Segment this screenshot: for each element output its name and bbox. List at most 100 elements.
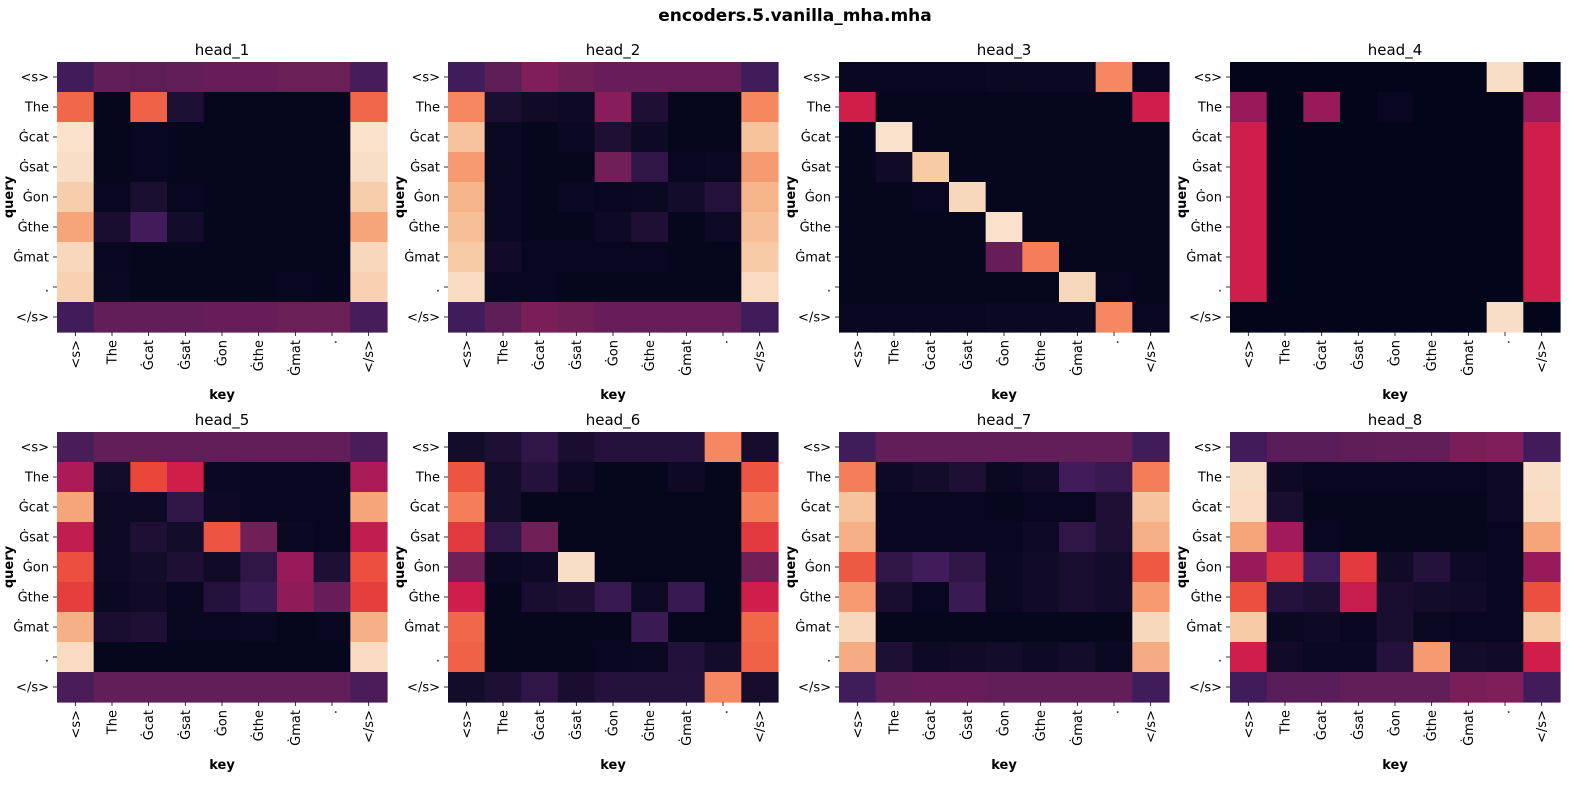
heatmap-cell bbox=[1486, 612, 1524, 643]
heatmap-cell bbox=[313, 62, 351, 93]
heatmap-cell bbox=[1230, 92, 1268, 123]
heatmap-cell bbox=[668, 242, 706, 273]
heatmap-cell bbox=[668, 302, 706, 333]
heatmap-cell bbox=[949, 212, 987, 243]
heatmap-cell bbox=[313, 152, 351, 183]
heatmap-cell bbox=[704, 92, 742, 123]
heatmap-cell bbox=[949, 492, 987, 523]
heatmap-cell bbox=[240, 552, 278, 583]
heatmap-cell bbox=[949, 302, 987, 333]
x-tick-label: Ġsat bbox=[568, 340, 585, 370]
heatmap-cell bbox=[1266, 92, 1304, 123]
heatmap-cell bbox=[741, 582, 779, 613]
heatmap-cell bbox=[93, 522, 131, 553]
heatmap-cell bbox=[1413, 242, 1451, 273]
heatmap-cell bbox=[1376, 672, 1414, 703]
heatmap-cell bbox=[93, 612, 131, 643]
heatmap-cell bbox=[1523, 552, 1561, 583]
heatmap-cell bbox=[1095, 212, 1133, 243]
x-tick-label: Ġcat bbox=[531, 340, 548, 370]
heatmap-cell bbox=[448, 242, 486, 273]
heatmap-cell bbox=[1059, 152, 1097, 183]
heatmap-cell bbox=[1303, 242, 1341, 273]
heatmap-cell bbox=[1266, 212, 1304, 243]
heatmap-cell bbox=[130, 302, 168, 333]
panel-title: head_1 bbox=[195, 41, 250, 60]
heatmap-cell bbox=[1266, 582, 1304, 613]
heatmap-cell bbox=[1523, 612, 1561, 643]
y-tick-label: <s> bbox=[802, 71, 831, 86]
heatmap-cell bbox=[93, 92, 131, 123]
heatmap-cell bbox=[558, 642, 596, 673]
heatmap-cell bbox=[1486, 302, 1524, 333]
heatmap-cell bbox=[1486, 182, 1524, 213]
heatmap-cell bbox=[985, 642, 1023, 673]
heatmap-cell bbox=[1095, 642, 1133, 673]
heatmap-cell bbox=[741, 522, 779, 553]
heatmap-cell bbox=[521, 122, 559, 153]
heatmap-cell bbox=[1303, 302, 1341, 333]
heatmap-cell bbox=[1059, 242, 1097, 273]
heatmap-cell bbox=[668, 432, 706, 463]
heatmap-cell bbox=[313, 552, 351, 583]
heatmap-cell bbox=[240, 582, 278, 613]
heatmap-cell bbox=[1303, 522, 1341, 553]
heatmap-cell bbox=[448, 552, 486, 583]
heatmap-cell bbox=[875, 552, 913, 583]
heatmap-cell bbox=[594, 152, 632, 183]
heatmap-cell bbox=[704, 552, 742, 583]
heatmap-cell bbox=[558, 522, 596, 553]
x-tick-label: Ġon bbox=[996, 710, 1013, 736]
heatmap-cell bbox=[277, 582, 315, 613]
y-tick-label: Ġsat bbox=[801, 529, 831, 546]
x-tick-label: Ġthe bbox=[250, 340, 267, 371]
heatmap-cell bbox=[558, 302, 596, 333]
y-tick-label: Ġcat bbox=[410, 129, 440, 146]
heatmap-cell bbox=[741, 612, 779, 643]
heatmap-cell bbox=[167, 152, 205, 183]
heatmap-cell bbox=[1132, 92, 1170, 123]
heatmap-cell bbox=[448, 432, 486, 463]
y-tick-label: The bbox=[24, 471, 49, 486]
heatmap-cell bbox=[668, 492, 706, 523]
heatmap-cell bbox=[1450, 672, 1488, 703]
x-tick-label: </s> bbox=[362, 340, 377, 373]
x-tick-label: Ġcat bbox=[1313, 710, 1330, 740]
heatmap-cell bbox=[912, 212, 950, 243]
y-tick-label: Ġcat bbox=[1192, 499, 1222, 516]
heatmap-cell bbox=[985, 92, 1023, 123]
heatmap-cell bbox=[1095, 522, 1133, 553]
heatmap-cell bbox=[985, 552, 1023, 583]
heatmap-cell bbox=[1266, 432, 1304, 463]
heatmap-cell bbox=[350, 182, 388, 213]
heatmap-cell bbox=[875, 582, 913, 613]
heatmap-cell bbox=[57, 612, 95, 643]
heatmap-cell bbox=[558, 152, 596, 183]
heatmap-cell bbox=[1059, 272, 1097, 303]
panel-title: head_4 bbox=[1368, 41, 1423, 60]
heatmap-cell bbox=[1022, 92, 1060, 123]
heatmap-cell bbox=[93, 582, 131, 613]
x-tick-label: Ġon bbox=[605, 710, 622, 736]
heatmap-cell bbox=[594, 122, 632, 153]
heatmap-cell bbox=[912, 462, 950, 493]
heatmap-cell bbox=[741, 642, 779, 673]
heatmap-cell bbox=[1022, 432, 1060, 463]
heatmap-cell bbox=[875, 212, 913, 243]
heatmap-cell bbox=[558, 212, 596, 243]
heatmap-cell bbox=[1450, 92, 1488, 123]
heatmap-cell bbox=[668, 122, 706, 153]
heatmap-cell bbox=[203, 432, 241, 463]
heatmap-cell bbox=[350, 582, 388, 613]
heatmap-cell bbox=[1413, 552, 1451, 583]
heatmap-cell bbox=[313, 642, 351, 673]
y-axis-label: query bbox=[393, 545, 408, 588]
y-tick-label: Ġthe bbox=[409, 589, 440, 606]
heatmap-cell bbox=[1059, 642, 1097, 673]
x-tick-label: Ġsat bbox=[177, 710, 194, 740]
heatmap-cell bbox=[985, 152, 1023, 183]
heatmap-cell bbox=[912, 642, 950, 673]
heatmap-cell bbox=[277, 432, 315, 463]
heatmap-cell bbox=[741, 492, 779, 523]
x-tick-label: Ġsat bbox=[1350, 710, 1367, 740]
